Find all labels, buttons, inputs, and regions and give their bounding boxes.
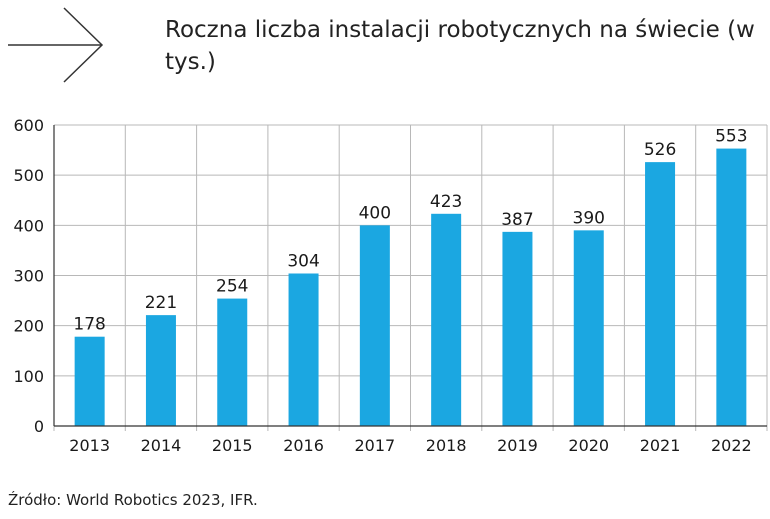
x-tick-label: 2015 [212,436,253,455]
data-label: 304 [287,251,319,271]
data-label: 178 [73,315,105,335]
x-tick-label: 2022 [711,436,752,455]
y-tick-label: 100 [13,367,44,386]
bar [288,273,319,426]
x-tick-label: 2016 [283,436,324,455]
y-tick-label: 0 [34,417,44,436]
x-tick-label: 2017 [354,436,395,455]
data-label: 221 [145,293,177,313]
x-tick-label: 2021 [640,436,681,455]
source-note: Źródło: World Robotics 2023, IFR. [8,491,258,509]
data-label: 423 [430,192,462,212]
bar [645,162,676,426]
bar [217,298,248,426]
bar [145,315,176,426]
chart-title: Roczna liczba instalacji robotycznych na… [165,17,755,75]
data-label: 400 [359,203,391,223]
x-tick-label: 2013 [69,436,110,455]
x-tick-label: 2019 [497,436,538,455]
data-label: 390 [573,208,605,228]
bar [359,225,390,426]
data-label: 553 [715,127,747,147]
data-label: 387 [501,210,533,230]
y-tick-label: 600 [13,116,44,135]
x-tick-label: 2018 [426,436,467,455]
bar [74,336,105,426]
bar [502,231,533,426]
bar [573,230,604,426]
bar-chart: 0 100 200 300 400 500 600 178 2013 221 2014 254 2015… [13,116,768,455]
bar [431,213,462,426]
arrow-right-icon [8,7,104,83]
y-tick-label: 400 [13,216,44,235]
x-tick-label: 2014 [141,436,182,455]
y-tick-label: 200 [13,317,44,336]
data-label: 526 [644,140,676,160]
x-tick-label: 2020 [568,436,609,455]
bar [716,148,747,426]
y-tick-label: 300 [13,267,44,286]
y-tick-label: 500 [13,166,44,185]
data-label: 254 [216,277,248,297]
